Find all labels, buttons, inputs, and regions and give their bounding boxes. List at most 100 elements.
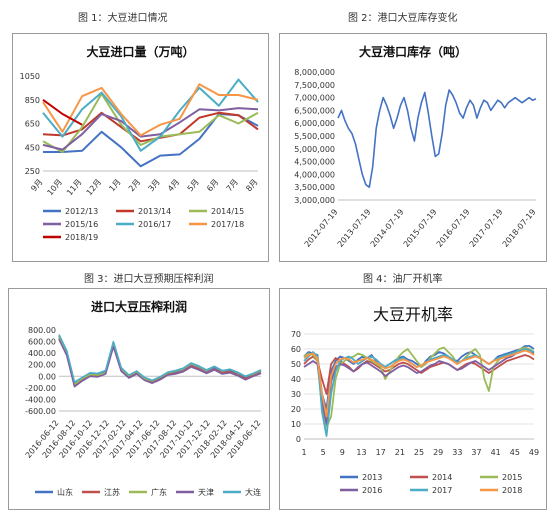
y-tick-label: 5,500,000: [294, 132, 335, 141]
x-tick-label: 21: [395, 448, 405, 457]
figure-4-caption: 图 4：油厂开机率: [363, 274, 443, 285]
x-tick-label: 9月: [29, 178, 44, 194]
chart-port-inventory: 3,000,000 3,500,000 4,000,000 4,500,000 5,00…: [294, 68, 538, 249]
series-line-2018/19: [42, 98, 83, 126]
y-tick-label: 250: [25, 167, 40, 176]
x-tick-label: 12月: [85, 178, 104, 198]
chart-panel-port-inventory: 大豆港口库存（吨） 3,000,000 3,500,000 4,000,000 4,5…: [279, 33, 547, 262]
legend-label: 2013: [362, 473, 382, 482]
x-tick-label: 8月: [244, 178, 259, 194]
chart-title: 大豆进口量（万吨）: [86, 45, 195, 59]
y-tick-label: 6,500,000: [294, 106, 335, 115]
x-tick-label: 2013-07-19: [336, 208, 373, 249]
x-tick-label: 1月: [107, 178, 122, 194]
series-line-2015: [303, 346, 535, 428]
chart-title: 大豆港口库存（吨）: [358, 45, 467, 59]
x-tick-label: 41: [491, 448, 501, 457]
series-line-2017/18: [42, 83, 259, 137]
chart-title: 大豆开机率: [372, 305, 453, 324]
y-tick-label: 60: [291, 345, 301, 354]
x-tick-label: 1: [301, 448, 306, 457]
legend-label: 2017: [432, 486, 452, 495]
y-tick-label: 3,500,000: [294, 183, 335, 192]
legend-label: 2018/19: [65, 233, 98, 242]
x-tick-label: 49: [529, 448, 539, 457]
figure-1-caption: 图 1：大豆进口情况: [78, 13, 168, 24]
legend-label: 2017/18: [211, 220, 244, 229]
legend-label: 2014/15: [211, 207, 244, 216]
y-tick-label: 200.00: [28, 361, 56, 370]
series-line-2016/17: [42, 78, 259, 152]
y-tick-label: 800.00: [28, 326, 56, 335]
x-tick-label: 33: [452, 448, 462, 457]
chart-panel-crush-margin: 进口大豆压榨利润 800.00 600.00 400.00 200.00 0.00 -20…: [8, 288, 270, 510]
y-tick-label: 650: [25, 120, 40, 129]
legend-label: 2015: [502, 473, 522, 482]
y-tick-label: 40: [291, 375, 301, 384]
x-tick-label: 11月: [65, 178, 84, 198]
x-tick-label: 45: [510, 448, 520, 457]
y-tick-label: -400.00: [25, 395, 56, 404]
x-tick-label: 5: [321, 448, 326, 457]
legend-label: 山东: [57, 487, 73, 497]
legend-label: 2018: [502, 486, 522, 495]
series-line-2018: [303, 349, 535, 418]
x-tick-label: 10月: [45, 178, 64, 198]
x-tick-label: 13: [356, 448, 366, 457]
legend-label: 2016: [362, 486, 382, 495]
y-tick-label: 850: [25, 96, 40, 105]
x-tick-label: 37: [471, 448, 481, 457]
x-tick-label: 2月: [127, 178, 142, 194]
series-line-江苏: [58, 337, 262, 387]
x-tick-label: 4月: [166, 178, 181, 194]
y-tick-label: 6,000,000: [294, 119, 335, 128]
y-tick-label: 450: [25, 143, 40, 152]
chart-panel-soybean-imports: 大豆进口量（万吨） 250 450 650 850 1050 9月 10月 11月 12月 1月 2…: [12, 33, 269, 262]
y-tick-label: 20: [291, 405, 301, 414]
y-tick-label: 0: [296, 435, 301, 444]
x-tick-label: 5月: [186, 178, 201, 194]
x-tick-label: 6月: [205, 178, 220, 194]
y-tick-label: 30: [291, 390, 301, 399]
x-tick-label: 25: [414, 448, 424, 457]
figure-3-caption: 图 3：进口大豆预期压榨利润: [84, 274, 214, 285]
x-tick-label: 2017-07-19: [468, 208, 505, 249]
y-tick-label: 70: [291, 330, 301, 339]
y-tick-label: 7,500,000: [294, 81, 335, 90]
y-tick-label: -200.00: [25, 384, 56, 393]
x-tick-label: 7月: [225, 178, 240, 194]
x-tick-label: 2014-07-19: [369, 208, 406, 249]
x-tick-label: 2018-07-19: [501, 208, 538, 249]
legend-label: 天津: [198, 487, 214, 497]
legend-label: 2014: [432, 473, 452, 482]
x-tick-label: 9: [340, 448, 345, 457]
series-line-series-0: [337, 89, 537, 188]
y-tick-label: 400.00: [28, 349, 56, 358]
x-tick-label: 2016-07-19: [435, 208, 472, 249]
x-tick-label: 17: [376, 448, 386, 457]
legend-label: 江苏: [104, 487, 120, 497]
y-tick-label: 0.00: [38, 372, 56, 381]
chart-soybean-imports: 250 450 650 850 1050 9月 10月 11月 12月 1月 2月 3月 4月 5月 6月 7…: [20, 72, 260, 242]
legend-label: 2016/17: [138, 220, 171, 229]
y-tick-label: -600.00: [25, 407, 56, 416]
y-tick-label: 4,500,000: [294, 158, 335, 167]
series-line-2014/15: [42, 92, 259, 153]
x-tick-label: 2015-07-19: [402, 208, 439, 249]
y-tick-label: 10: [291, 420, 301, 429]
y-tick-label: 7,000,000: [294, 94, 335, 103]
y-tick-label: 5,000,000: [294, 145, 335, 154]
legend-label: 2012/13: [65, 207, 98, 216]
series-line-大连: [58, 334, 262, 383]
y-tick-label: 8,000,000: [294, 68, 335, 77]
series-line-2016: [303, 348, 535, 425]
series-line-2013: [303, 345, 535, 410]
y-tick-label: 600.00: [28, 338, 56, 347]
figure-2-caption: 图 2：港口大豆库存变化: [348, 13, 458, 24]
legend-label: 大连: [245, 487, 261, 497]
y-tick-label: 50: [291, 360, 301, 369]
y-tick-label: 4,000,000: [294, 170, 335, 179]
x-tick-label: 2012-07-19: [303, 208, 340, 249]
legend-label: 2013/14: [138, 207, 171, 216]
chart-title: 进口大豆压榨利润: [90, 300, 187, 314]
